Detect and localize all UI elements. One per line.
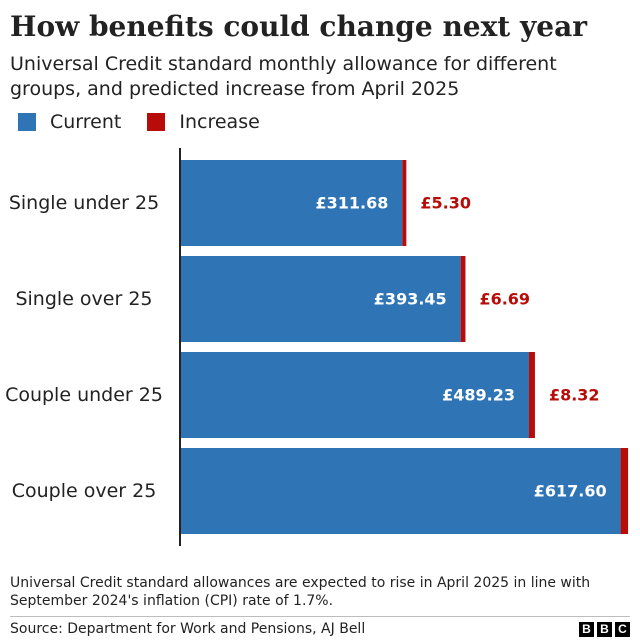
footer-divider — [10, 616, 630, 617]
bar-chart: Single under 25 £311.68 £5.30 Single over 2… — [5, 148, 629, 546]
category-label: Single over 25 — [15, 288, 152, 310]
logo-block: B — [597, 622, 612, 637]
bar-increase — [529, 352, 535, 438]
data-label-increase: £8.32 — [549, 386, 600, 405]
category-label: Single under 25 — [9, 192, 159, 214]
bar-current — [180, 256, 461, 342]
legend-swatch-current — [18, 113, 36, 131]
chart-subtitle: Universal Credit standard monthly allowa… — [10, 53, 557, 100]
bar-current — [180, 160, 403, 246]
data-label-current: £393.45 — [374, 290, 447, 309]
bar-increase — [402, 160, 407, 246]
legend: Current Increase — [18, 111, 286, 133]
bbc-logo: B B C — [579, 622, 630, 637]
bar-current — [180, 352, 530, 438]
data-label-increase: £6.69 — [479, 290, 530, 309]
legend-label-current: Current — [50, 111, 122, 133]
data-label-current: £311.68 — [315, 194, 388, 213]
data-label-current: £617.60 — [534, 482, 607, 501]
source-note: Source: Department for Work and Pensions… — [10, 621, 366, 637]
logo-block: C — [615, 622, 630, 637]
category-label: Couple under 25 — [5, 384, 163, 406]
legend-swatch-increase — [147, 113, 166, 131]
bar-current — [180, 448, 621, 534]
bar-increase — [620, 448, 629, 534]
legend-item-increase: Increase — [147, 111, 260, 133]
bar-increase — [460, 256, 466, 342]
legend-item-current: Current — [18, 111, 121, 133]
chart-title: How benefits could change next year — [10, 10, 587, 43]
data-label-current: £489.23 — [442, 386, 515, 405]
logo-block: B — [579, 622, 594, 637]
legend-label-increase: Increase — [179, 111, 260, 133]
data-label-increase: £5.30 — [420, 194, 471, 213]
category-label: Couple over 25 — [12, 480, 157, 502]
chart-footnote: Universal Credit standard allowances are… — [10, 575, 591, 609]
